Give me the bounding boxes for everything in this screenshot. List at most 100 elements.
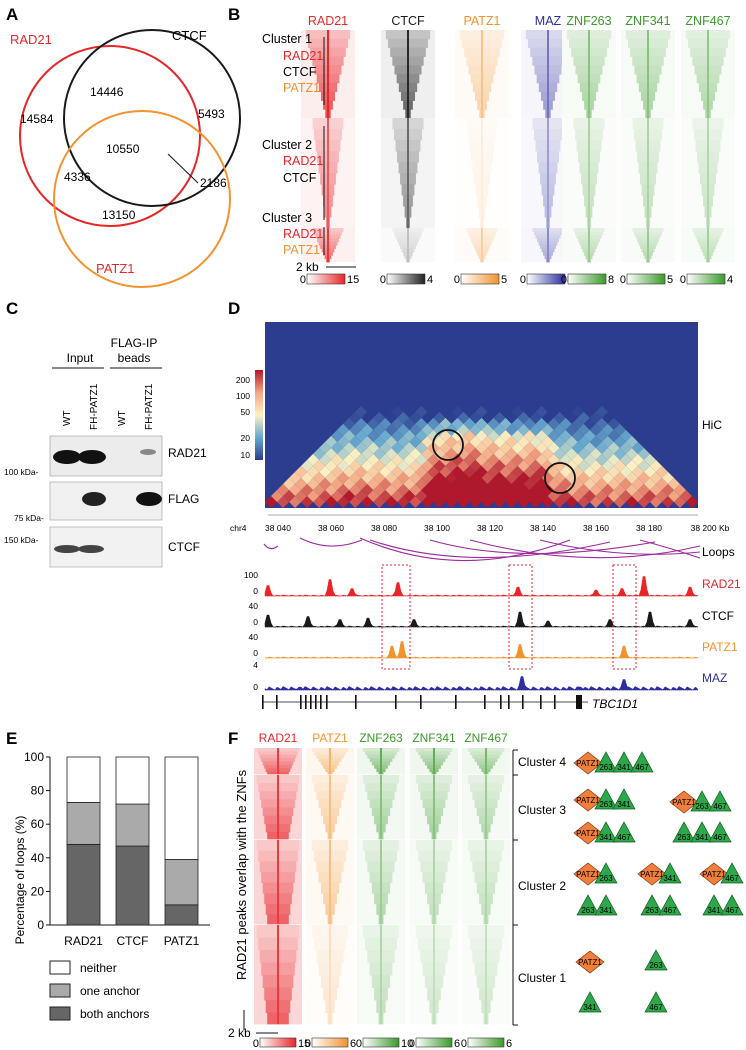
- hic-cell: [541, 411, 554, 424]
- panel-b-letter: B: [228, 5, 240, 24]
- hic-cell: [667, 489, 680, 502]
- blot-band: [78, 450, 106, 464]
- hic-cell: [535, 441, 548, 454]
- patz1-diamond: [573, 751, 603, 775]
- hic-cell: [349, 423, 362, 436]
- hic-cell: [589, 459, 602, 472]
- hic-cell: [601, 447, 614, 460]
- exon: [420, 695, 422, 709]
- hic-cell: [427, 429, 440, 442]
- coord-tick: 38 200 Kb: [691, 523, 730, 533]
- hic-cell: [481, 495, 494, 508]
- znf-triangle: [672, 821, 696, 843]
- hic-cell: [439, 441, 452, 454]
- loop-circle: [432, 429, 464, 461]
- hic-cell: [487, 369, 500, 382]
- hic-cell: [517, 411, 530, 424]
- bar-segment: [164, 904, 199, 926]
- hic-cell: [535, 405, 548, 418]
- hic-cell: [403, 441, 416, 454]
- blot-label: CTCF: [168, 540, 200, 554]
- hic-cell: [457, 483, 470, 496]
- hic-cell: [589, 447, 602, 460]
- hic-cell: [535, 381, 548, 394]
- hic-cell: [583, 453, 596, 466]
- colorscale-bar: [362, 1037, 400, 1048]
- hic-cell: [583, 393, 596, 406]
- hic-cell: [361, 495, 374, 508]
- hic-cell: [607, 489, 620, 502]
- hic-cell: [313, 459, 326, 472]
- colorscale-min: 0: [300, 274, 306, 286]
- hic-cell: [325, 459, 338, 472]
- znf-label: 467: [713, 833, 727, 842]
- colorscale-bar: [386, 273, 426, 285]
- hic-cell: [613, 435, 626, 448]
- hic-cell: [553, 495, 566, 508]
- colorscale-min: 0: [380, 274, 386, 286]
- hic-cell: [529, 471, 542, 484]
- patz1-diamond: [573, 862, 603, 886]
- cluster-label: Cluster 4: [518, 755, 566, 769]
- hic-cell: [445, 399, 458, 412]
- hic-cell: [661, 483, 674, 496]
- hic-cell: [529, 483, 542, 496]
- hic-cell: [433, 459, 446, 472]
- hic-cell: [265, 495, 278, 508]
- hic-cell: [457, 471, 470, 484]
- track-label: PATZ1: [702, 640, 738, 654]
- znf-label: 341: [583, 1003, 597, 1012]
- cluster-track-label: CTCF: [283, 171, 317, 185]
- hic-cell: [631, 453, 644, 466]
- legend-swatch: [49, 960, 71, 975]
- hic-cell: [445, 483, 458, 496]
- znf-triangle: [576, 894, 600, 916]
- hic-cell: [589, 399, 602, 412]
- track-label: MAZ: [702, 671, 727, 685]
- hic-cell: [571, 405, 584, 418]
- hic-cell: [589, 471, 602, 484]
- znf-triangle: [720, 862, 744, 884]
- hic-cell: [559, 417, 572, 430]
- hic-cell: [373, 483, 386, 496]
- venn-count: 4336: [64, 170, 91, 184]
- hic-cell: [613, 471, 626, 484]
- hic-cell: [571, 429, 584, 442]
- loop-arc: [429, 539, 656, 555]
- venn-pointer-line: [167, 153, 199, 184]
- hic-cell: [517, 447, 530, 460]
- hic-cell: [439, 465, 452, 478]
- exon: [484, 695, 486, 709]
- x-axis: RAD21 CTCF PATZ1: [64, 934, 199, 948]
- hic-cell: [583, 441, 596, 454]
- input-header: Input: [67, 351, 94, 365]
- cluster-label: Cluster 1: [518, 971, 566, 985]
- coord-tick: 38 160: [583, 523, 609, 533]
- track-max: 40: [249, 632, 259, 642]
- venn-patz1-label: PATZ1: [96, 261, 135, 276]
- hic-cell: [517, 375, 530, 388]
- bar-segment: [66, 801, 101, 845]
- hic-cell: [385, 375, 398, 388]
- legend-label: one anchor: [80, 984, 140, 998]
- hic-cell: [403, 453, 416, 466]
- hic-cell: [439, 429, 452, 442]
- legend-swatch: [49, 983, 71, 998]
- znf-label: 341: [663, 874, 677, 883]
- colorscale-bar: [526, 273, 566, 285]
- hic-cell: [457, 399, 470, 412]
- znf-triangle: [720, 894, 744, 916]
- bar-segment: [115, 845, 150, 926]
- hic-cell: [373, 387, 386, 400]
- hic-cell: [493, 399, 506, 412]
- hic-cell: [385, 411, 398, 424]
- hic-cell: [487, 393, 500, 406]
- cluster-track-label: PATZ1: [283, 81, 320, 95]
- hic-cell: [349, 483, 362, 496]
- panel-a: A RAD21 CTCF PATZ1 14584 14446 5493 1055…: [6, 5, 241, 288]
- hic-cell: [601, 411, 614, 424]
- colorscale-bar: [567, 273, 607, 285]
- hic-cell: [493, 471, 506, 484]
- hic-cell: [613, 495, 626, 508]
- size-marker: 150 kDa-: [4, 535, 39, 545]
